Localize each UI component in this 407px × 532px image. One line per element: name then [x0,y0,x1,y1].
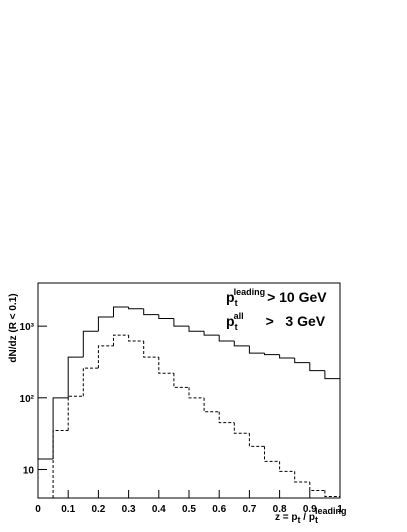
histogram-bin [324,370,340,380]
annotation: ptall > 3 GeV [226,311,326,332]
x-tick-label: 0.1 [61,504,75,515]
histogram-bin [248,433,265,447]
histogram-bin [188,326,205,332]
histogram-bin [279,354,295,359]
x-tick-label: 0.4 [152,504,166,515]
histogram-bin [203,397,220,413]
histogram-bin [82,367,99,397]
histogram-bin [52,429,69,498]
histogram-bin [264,353,280,356]
histogram-bin [52,397,69,460]
x-tick-label: 0.3 [122,504,136,515]
histogram-bin [158,357,174,374]
histogram-bin [324,490,340,497]
histogram-bin [128,335,144,342]
histogram-bin [294,357,310,364]
x-tick-label: 0.7 [242,504,256,515]
histogram-bin [309,481,325,491]
x-tick-label: 0.6 [212,504,226,515]
x-axis-title: z = pt / ptleading [275,506,346,525]
histogram-bin [248,345,265,354]
y-axis-title: dN/dz (R < 0.1) [8,293,19,362]
x-tick-label: 0.5 [182,504,196,515]
histogram-bin [309,362,325,372]
histogram-bin [279,461,295,472]
histogram-bin [233,422,250,434]
histogram-bin [82,330,99,358]
histogram-bin [173,373,189,388]
histogram-bin [294,471,310,483]
x-tick-label: 0.2 [91,504,105,515]
histogram-bin [67,395,84,431]
histogram-bin [218,335,235,342]
y-tick-label: 10³ [20,322,35,333]
histogram-bin [143,308,159,316]
histogram-bin [264,446,280,462]
histogram-bin [67,356,84,398]
histogram-bin [113,334,129,346]
y-tick-label: 10 [23,465,35,476]
x-tick-label: 0.9 [303,504,317,515]
histogram-bin [113,306,129,318]
histogram-bin [97,316,114,332]
histogram-bin [97,345,114,369]
histogram-bin [128,307,144,310]
histogram-bin [233,341,250,347]
histogram-bin [218,411,235,424]
histogram-bin [188,387,205,399]
x-tick-label: 0 [35,504,41,515]
x-tick-label: 0.8 [273,504,287,515]
annotation: ptleading > 10 GeV [226,287,327,308]
histogram-bin [173,318,189,327]
histogram-bin [158,314,174,319]
histogram-bin [143,341,159,358]
y-tick-label: 10² [20,394,35,405]
histogram-bin [203,331,220,336]
x-tick-label: 1 [337,504,343,515]
histogram-bin [37,458,54,498]
